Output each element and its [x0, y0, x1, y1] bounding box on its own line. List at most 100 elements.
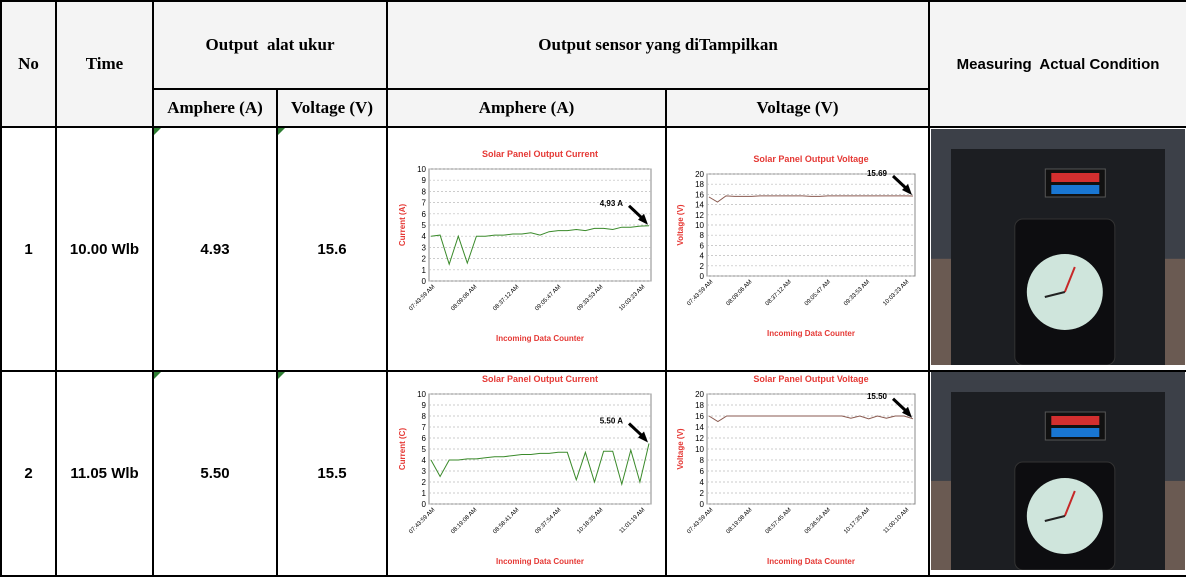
cell-text: 5.50	[200, 465, 229, 482]
x-tick-label: 07:43:59 AM	[408, 507, 436, 535]
meter-red	[1051, 173, 1099, 182]
x-tick-label: 08:09:06 AM	[725, 279, 753, 307]
y-tick-label: 4	[421, 232, 426, 241]
chart: Solar Panel Output Voltage02468101214161…	[669, 152, 927, 342]
cell: 11.05 Wlb	[56, 371, 153, 576]
y-tick-label: 6	[699, 467, 704, 476]
annotation: 5.50 A	[599, 417, 622, 426]
x-tick-label: 08:19:08 AM	[450, 507, 478, 535]
y-tick-label: 12	[695, 434, 704, 443]
y-tick-label: 4	[421, 456, 426, 465]
header-cell: Output sensor yang diTampilkan	[387, 1, 929, 89]
x-tick-label: 08:09:06 AM	[450, 284, 478, 312]
y-tick-label: 20	[695, 390, 704, 399]
y-tick-label: 5	[421, 221, 426, 230]
photo-cell	[929, 127, 1186, 371]
cell: 5.50	[153, 371, 277, 576]
subheader-cell: Amphere (A)	[153, 89, 277, 127]
y-tick-label: 2	[421, 478, 426, 487]
x-axis-label: Incoming Data Counter	[767, 557, 855, 566]
cell: 15.6	[277, 127, 387, 371]
page: No Time Output alat ukur Output sensor y…	[0, 0, 1186, 575]
y-tick-label: 16	[695, 412, 704, 421]
y-tick-label: 0	[699, 272, 704, 281]
chart-title: Solar Panel Output Voltage	[753, 154, 868, 164]
annotation: 4,93 A	[599, 198, 622, 207]
y-tick-label: 16	[695, 190, 704, 199]
y-tick-label: 18	[695, 180, 704, 189]
x-tick-label: 10:18:35 AM	[576, 507, 604, 535]
y-tick-label: 10	[695, 221, 704, 230]
y-tick-label: 2	[699, 261, 704, 270]
y-tick-label: 14	[695, 423, 704, 432]
chart: Solar Panel Output Current012345678910Cu…	[391, 372, 663, 570]
y-tick-label: 6	[699, 241, 704, 250]
y-tick-label: 14	[695, 200, 704, 209]
x-axis-label: Incoming Data Counter	[767, 329, 855, 338]
y-tick-label: 8	[421, 187, 426, 196]
x-tick-label: 11:00:10 AM	[882, 507, 910, 535]
annotation: 15.50	[866, 392, 887, 401]
annotation: 15.69	[866, 168, 887, 177]
y-tick-label: 12	[695, 210, 704, 219]
y-tick-label: 10	[695, 445, 704, 454]
chart: Solar Panel Output Current012345678910Cu…	[391, 147, 663, 347]
y-axis-label: Current (C)	[398, 428, 407, 471]
x-tick-label: 09:33:53 AM	[843, 279, 871, 307]
y-tick-label: 8	[699, 231, 704, 240]
photo	[931, 372, 1185, 570]
x-tick-label: 08:37:12 AM	[492, 284, 520, 312]
x-tick-label: 08:57:45 AM	[764, 507, 792, 535]
y-tick-label: 18	[695, 401, 704, 410]
x-tick-label: 11:01:19 AM	[618, 507, 646, 535]
x-tick-label: 07:43:59 AM	[686, 279, 714, 307]
chart: Solar Panel Output Voltage02468101214161…	[669, 372, 927, 570]
y-tick-label: 0	[699, 500, 704, 509]
cell: 10.00 Wlb	[56, 127, 153, 371]
x-tick-label: 09:36:54 AM	[803, 507, 831, 535]
x-tick-label: 09:37:54 AM	[534, 507, 562, 535]
x-tick-label: 10:03:23 AM	[618, 284, 646, 312]
y-axis-label: Voltage (V)	[676, 204, 685, 246]
cell: 1	[1, 127, 56, 371]
y-tick-label: 6	[421, 209, 426, 218]
y-tick-label: 0	[421, 277, 426, 286]
photo-cell	[929, 371, 1186, 576]
y-axis-label: Voltage (V)	[676, 428, 685, 470]
header-cell: No	[1, 1, 56, 127]
meter-blue	[1051, 428, 1099, 437]
x-tick-label: 09:33:53 AM	[576, 284, 604, 312]
results-table: No Time Output alat ukur Output sensor y…	[0, 0, 1186, 577]
subheader-cell: Amphere (A)	[387, 89, 666, 127]
y-tick-label: 4	[699, 251, 704, 260]
y-axis-label: Current (A)	[398, 203, 407, 246]
y-tick-label: 8	[421, 412, 426, 421]
header-cell: Time	[56, 1, 153, 127]
y-tick-label: 8	[699, 456, 704, 465]
meter-blue	[1051, 185, 1099, 194]
x-tick-label: 09:05:47 AM	[534, 284, 562, 312]
cell-text: 4.93	[200, 241, 229, 258]
x-tick-label: 10:17:35 AM	[843, 507, 871, 535]
chart-title: Solar Panel Output Current	[482, 374, 598, 384]
y-tick-label: 4	[699, 478, 704, 487]
y-tick-label: 20	[695, 170, 704, 179]
cell: 15.5	[277, 371, 387, 576]
y-tick-label: 7	[421, 198, 426, 207]
x-tick-label: 07:43:59 AM	[408, 284, 436, 312]
subheader-cell: Voltage (V)	[277, 89, 387, 127]
x-tick-label: 07:43:59 AM	[686, 507, 714, 535]
x-tick-label: 09:05:47 AM	[803, 279, 831, 307]
cell: 4.93	[153, 127, 277, 371]
y-tick-label: 7	[421, 423, 426, 432]
chart-title: Solar Panel Output Voltage	[753, 374, 868, 384]
y-tick-label: 1	[421, 489, 426, 498]
x-tick-label: 08:58:41 AM	[492, 507, 520, 535]
meter-red	[1051, 416, 1099, 425]
subheader-cell: Voltage (V)	[666, 89, 929, 127]
header-cell: Measuring Actual Condition	[929, 1, 1186, 127]
chart-title: Solar Panel Output Current	[482, 149, 598, 159]
